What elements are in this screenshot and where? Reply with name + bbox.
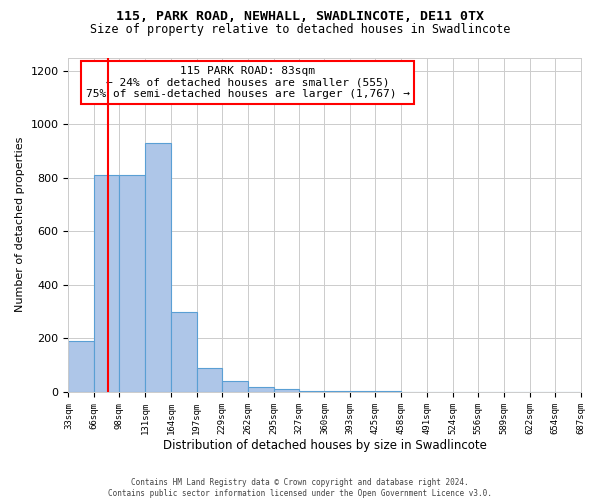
Text: 115 PARK ROAD: 83sqm
← 24% of detached houses are smaller (555)
75% of semi-deta: 115 PARK ROAD: 83sqm ← 24% of detached h…: [86, 66, 410, 99]
Bar: [119, 175, 145, 392]
Bar: [145, 143, 171, 392]
Bar: [94, 175, 119, 392]
Bar: [68, 341, 94, 392]
Bar: [299, 390, 325, 392]
Text: Contains HM Land Registry data © Crown copyright and database right 2024.
Contai: Contains HM Land Registry data © Crown c…: [108, 478, 492, 498]
Bar: [197, 368, 222, 392]
Text: 115, PARK ROAD, NEWHALL, SWADLINCOTE, DE11 0TX: 115, PARK ROAD, NEWHALL, SWADLINCOTE, DE…: [116, 10, 484, 23]
Y-axis label: Number of detached properties: Number of detached properties: [15, 137, 25, 312]
Bar: [171, 312, 197, 392]
Bar: [248, 386, 274, 392]
Bar: [274, 390, 299, 392]
Text: Size of property relative to detached houses in Swadlincote: Size of property relative to detached ho…: [90, 22, 510, 36]
Bar: [325, 391, 350, 392]
X-axis label: Distribution of detached houses by size in Swadlincote: Distribution of detached houses by size …: [163, 440, 487, 452]
Bar: [222, 382, 248, 392]
